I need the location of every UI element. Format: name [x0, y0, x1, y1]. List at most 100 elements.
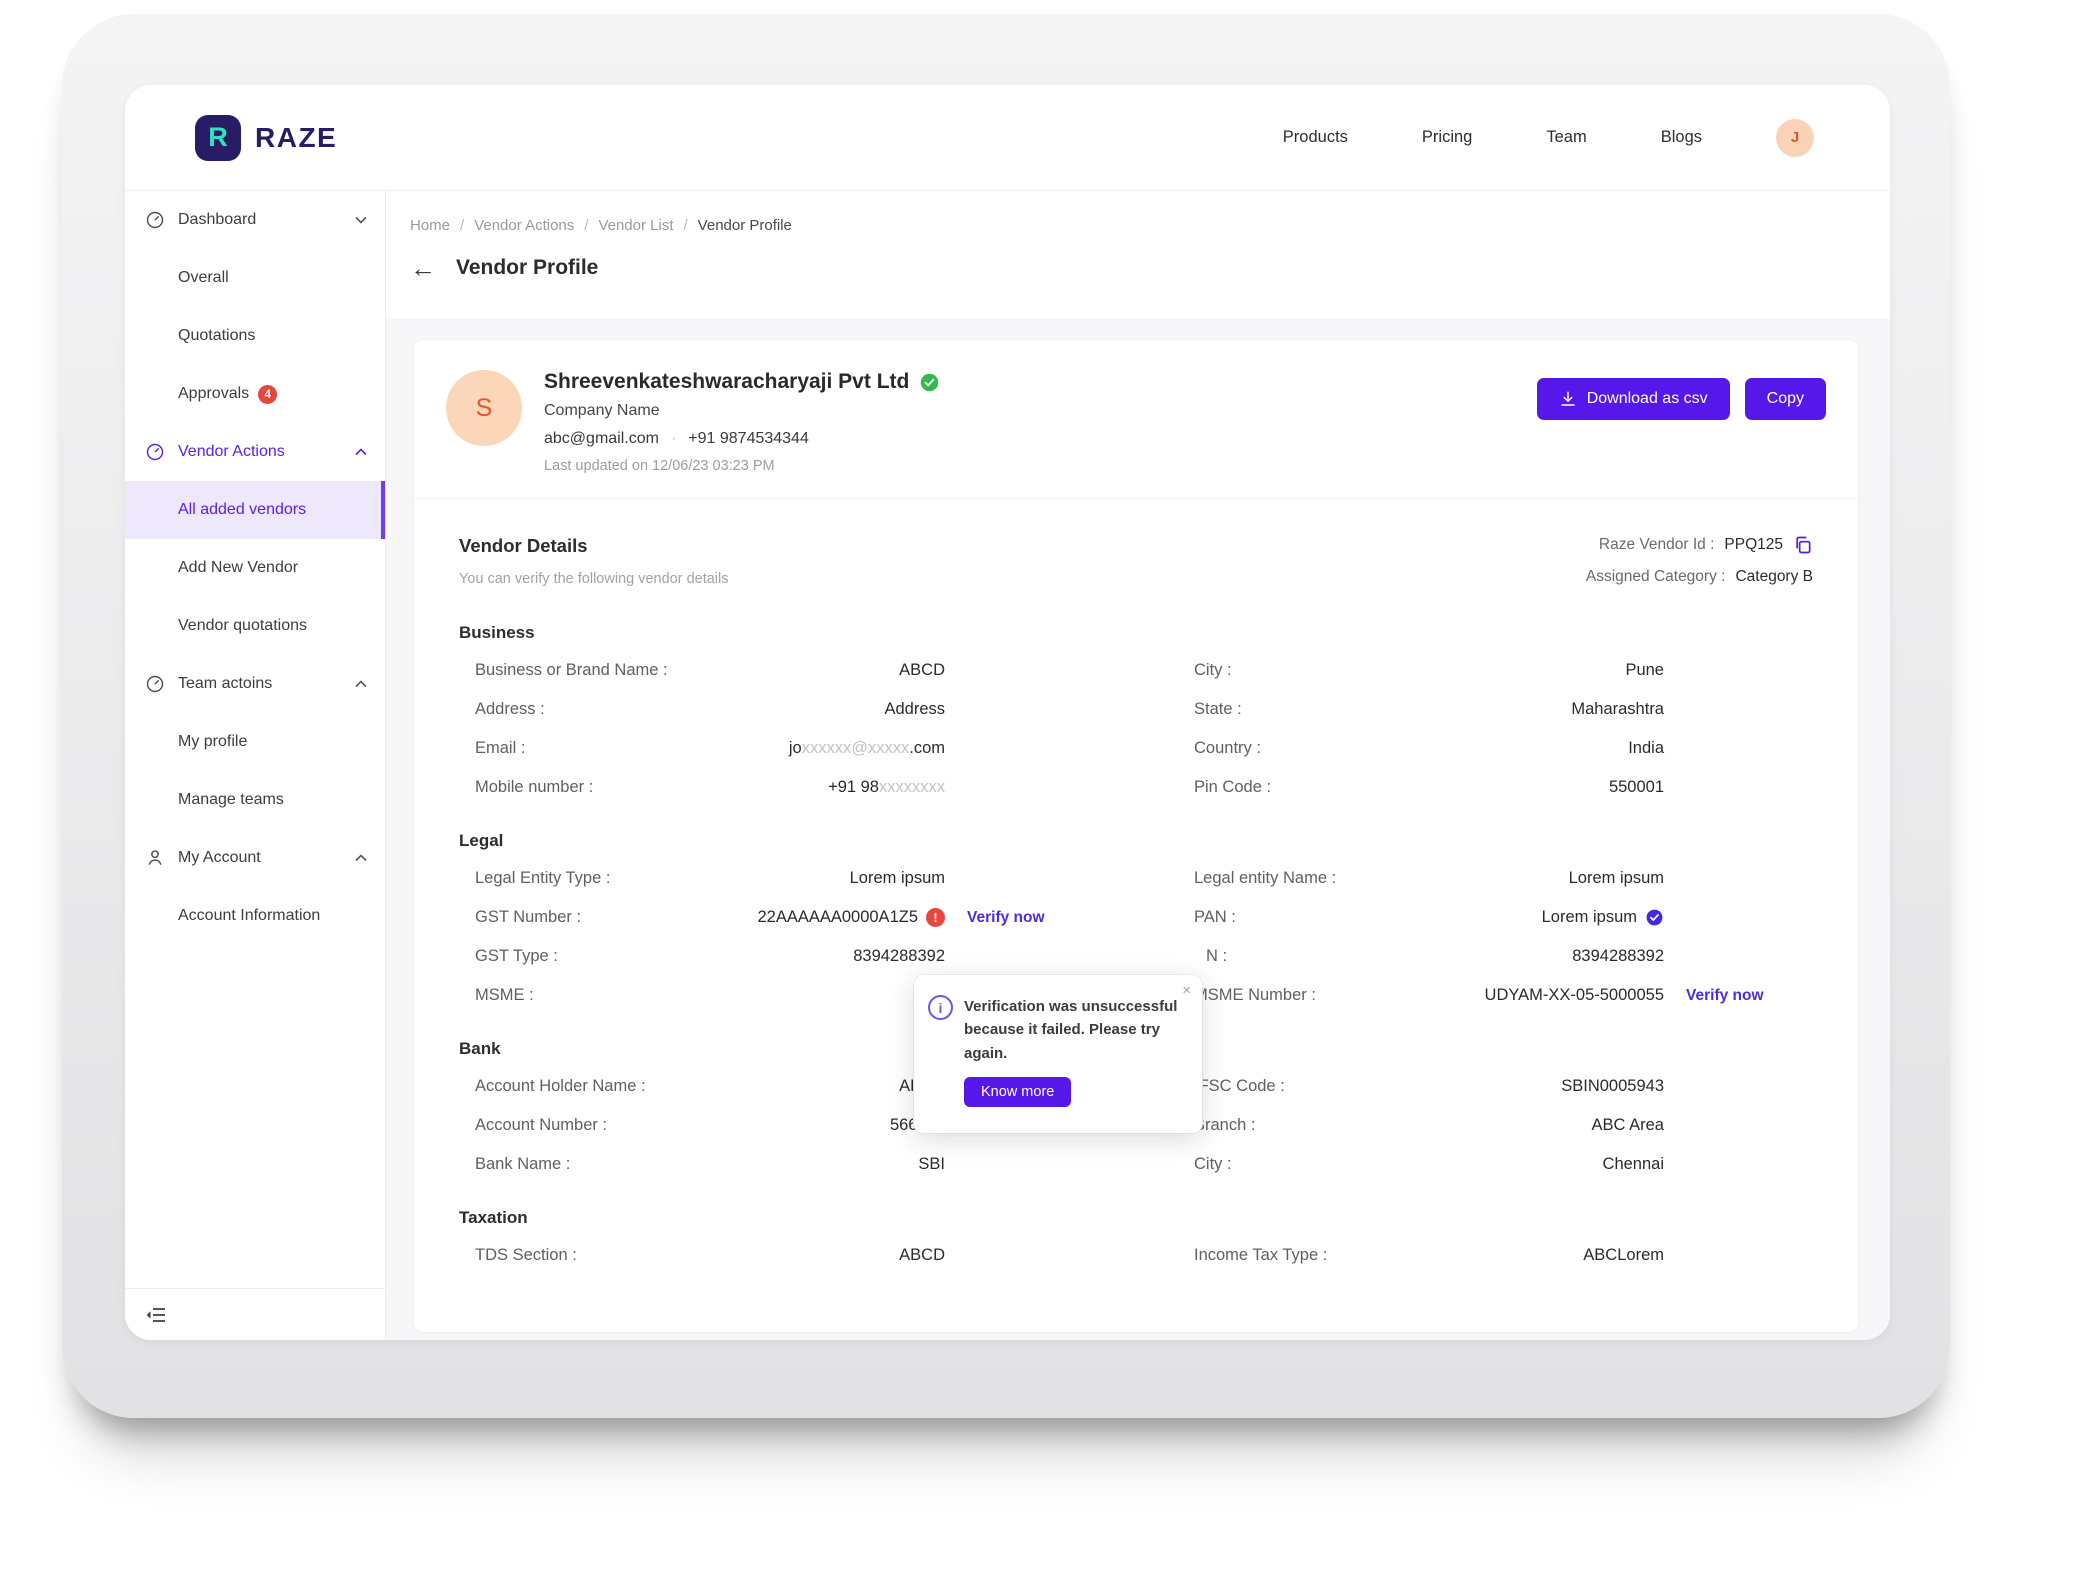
vendor-phone: +91 9874534344: [688, 430, 809, 447]
detail-row: Branch : ABC Area: [1194, 1106, 1664, 1145]
download-csv-button[interactable]: Download as csv: [1536, 378, 1730, 420]
breadcrumb-vendor-actions[interactable]: Vendor Actions: [474, 217, 575, 234]
sidebar-item-my-account[interactable]: My Account: [125, 829, 385, 887]
sidebar-item-team-actions[interactable]: Team actoins: [125, 655, 385, 713]
field-value-masked-email: jo xxxxxx@xxxxx .com: [788, 739, 945, 757]
section-heading: Business: [459, 623, 535, 642]
sidebar-item-label: Manage teams: [178, 791, 284, 808]
brand-logo-letter: R: [208, 122, 228, 152]
brand-name: RAZE: [255, 121, 338, 153]
detail-row: State : Maharashtra: [1194, 690, 1664, 729]
field-label: Bank Name :: [475, 1155, 571, 1173]
detail-row: N : 8394288392: [1194, 937, 1764, 976]
app-window: R RAZE Products Pricing Team Blogs J Das…: [125, 85, 1890, 1340]
field-label: Income Tax Type :: [1194, 1246, 1328, 1264]
sidebar-item-quotations[interactable]: Quotations: [125, 307, 385, 365]
sidebar-item-my-profile[interactable]: My profile: [125, 713, 385, 771]
info-icon: i: [928, 995, 953, 1020]
field-value: 566556: [690, 1116, 945, 1135]
field-label: Country :: [1194, 739, 1261, 757]
sidebar-item-overall[interactable]: Overall: [125, 249, 385, 307]
breadcrumb-vendor-list[interactable]: Vendor List: [598, 217, 674, 234]
gauge-icon: [145, 210, 165, 230]
field-label: MSME :: [475, 986, 534, 1004]
vendor-contact: abc@gmail.com · +91 9874534344: [544, 430, 940, 448]
sidebar-item-label: Vendor Actions: [178, 443, 285, 460]
vendor-name: Shreevenkateshwaracharyaji Pvt Ltd: [544, 370, 910, 393]
taxation-right-column: Income Tax Type : ABCLorem: [1194, 1236, 1664, 1275]
detail-row: MSME :: [475, 976, 1194, 1015]
field-value: ABCLorem: [1583, 1246, 1664, 1264]
nav-team[interactable]: Team: [1546, 128, 1587, 146]
brand-logo[interactable]: R RAZE: [195, 114, 338, 161]
sidebar-item-account-information[interactable]: Account Information: [125, 887, 385, 945]
sidebar-item-add-new-vendor[interactable]: Add New Vendor: [125, 539, 385, 597]
nav-pricing[interactable]: Pricing: [1421, 128, 1473, 146]
sidebar-item-label: Approvals: [178, 385, 250, 402]
detail-row: Pin Code : 550001: [1194, 768, 1664, 807]
field-value: 550001: [1608, 778, 1664, 796]
field-value: SBI: [918, 1155, 945, 1173]
field-label: N :: [1206, 947, 1228, 965]
sidebar-item-vendor-quotations[interactable]: Vendor quotations: [125, 597, 385, 655]
copy-button[interactable]: Copy: [1744, 378, 1826, 420]
close-icon[interactable]: ×: [1182, 982, 1191, 999]
section-taxation: Taxation TDS Section : ABCD Income Ta: [459, 1208, 1813, 1275]
page-title-row: ← Vendor Profile: [410, 255, 598, 281]
nav-products[interactable]: Products: [1282, 128, 1348, 146]
field-label: City :: [1194, 1155, 1232, 1173]
back-arrow-icon[interactable]: ←: [410, 253, 436, 283]
divider: [414, 498, 1858, 499]
sidebar-item-dashboard[interactable]: Dashboard: [125, 191, 385, 249]
field-value: ABCD: [899, 661, 945, 679]
verify-now-link[interactable]: Verify now: [1686, 986, 1764, 1004]
field-label: PAN :: [1194, 908, 1236, 926]
vendor-id-row: Raze Vendor Id : PPQ125: [1586, 535, 1813, 555]
sidebar-item-vendor-actions[interactable]: Vendor Actions: [125, 423, 385, 481]
field-value: Lorem ipsum: [1568, 869, 1664, 887]
sidebar-item-label: Team actoins: [178, 675, 273, 692]
gst-alert-icon: !: [926, 908, 945, 927]
verify-now-link[interactable]: Verify now: [967, 908, 1045, 926]
bank-right-column: IFSC Code : SBIN0005943 Branch : ABC Are…: [1194, 1067, 1664, 1184]
field-label: City :: [1194, 661, 1232, 679]
sidebar-item-all-added-vendors[interactable]: All added vendors: [125, 481, 385, 539]
field-value: Pune: [1625, 661, 1664, 679]
detail-row: Country : India: [1194, 729, 1664, 768]
copy-label: Copy: [1766, 390, 1804, 407]
chevron-up-icon: [355, 854, 367, 862]
detail-row: IFSC Code : SBIN0005943: [1194, 1067, 1664, 1106]
field-label: Account Number :: [475, 1116, 608, 1134]
brand-logo-icon: R: [195, 114, 241, 161]
know-more-button[interactable]: Know more: [964, 1076, 1072, 1107]
sidebar-item-label: Account Information: [178, 907, 321, 924]
details-title: Vendor Details: [459, 535, 588, 556]
sidebar-item-approvals[interactable]: Approvals 4: [125, 365, 385, 423]
field-label: Mobile number :: [475, 778, 594, 796]
details-meta: Raze Vendor Id : PPQ125 Assigned Categor…: [1586, 535, 1813, 599]
sidebar-item-label: Dashboard: [178, 211, 257, 228]
sidebar-item-label: Vendor quotations: [178, 617, 307, 634]
category-label: Assigned Category :: [1585, 568, 1726, 585]
sidebar-item-manage-teams[interactable]: Manage teams: [125, 771, 385, 829]
breadcrumb-home[interactable]: Home: [410, 217, 451, 234]
collapse-sidebar-icon[interactable]: [145, 1307, 167, 1323]
legal-right-column: Legal entity Name : Lorem ipsum PAN : Lo…: [1194, 859, 1764, 1015]
detail-row: Bank Name : SBI: [475, 1145, 1194, 1184]
copy-id-icon[interactable]: [1793, 535, 1813, 555]
details-subtitle: You can verify the following vendor deta…: [459, 571, 729, 587]
chevron-up-icon: [355, 680, 367, 688]
user-avatar[interactable]: J: [1776, 118, 1814, 157]
download-icon: [1559, 390, 1577, 408]
tooltip-message: Verification was unsuccessful because it…: [964, 998, 1178, 1062]
field-label: Pin Code :: [1194, 778, 1272, 796]
detail-row-msme-number: MSME Number : UDYAM-XX-05-5000055 Verify…: [1194, 976, 1764, 1015]
top-bar: R RAZE Products Pricing Team Blogs J: [125, 85, 1890, 191]
vendor-identity: Shreevenkateshwaracharyaji Pvt Ltd Compa…: [544, 370, 940, 474]
field-label: Legal entity Name :: [1194, 869, 1337, 887]
nav-blogs[interactable]: Blogs: [1660, 128, 1702, 146]
field-value: 8394288392: [853, 947, 945, 965]
detail-row: GST Type : 8394288392: [475, 937, 1194, 976]
field-value: Address: [884, 700, 945, 718]
